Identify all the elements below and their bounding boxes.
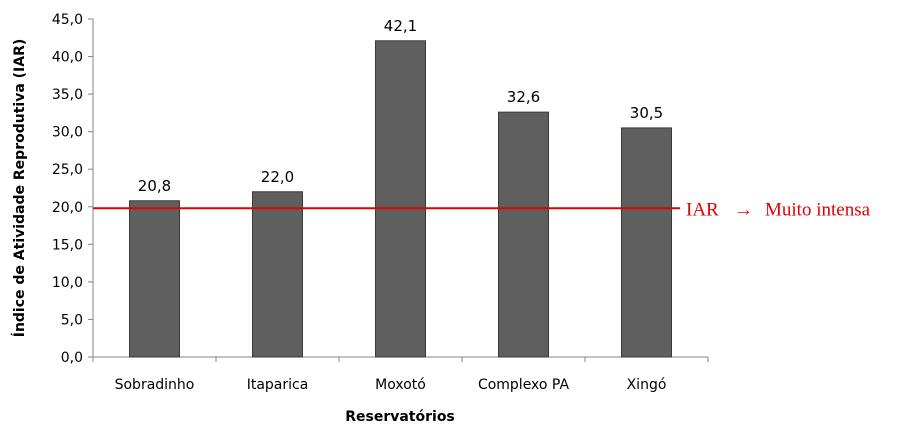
y-tick-label: 25,0 xyxy=(52,162,83,178)
y-tick-label: 30,0 xyxy=(52,125,83,141)
y-tick-label: 40,0 xyxy=(52,50,83,66)
reference-label-prefix: IAR xyxy=(686,199,719,220)
x-ticks: Sobradinho Itaparica Moxotó Complexo PA Xing… xyxy=(92,357,709,393)
bar xyxy=(621,127,672,358)
data-label: 42,1 xyxy=(384,17,417,35)
y-tick-label: 45,0 xyxy=(52,12,83,28)
y-tick-label: 15,0 xyxy=(52,237,83,253)
bars xyxy=(129,40,672,358)
x-category-label: Sobradinho xyxy=(115,377,195,393)
y-tick-label: 20,0 xyxy=(52,200,83,216)
data-label: 30,5 xyxy=(630,104,663,122)
y-axis-title: Índice de Atividade Reprodutiva (IAR) xyxy=(11,39,28,338)
bar xyxy=(252,191,303,358)
arrow-icon: → xyxy=(734,199,753,220)
bar xyxy=(375,40,426,358)
x-category-label: Itaparica xyxy=(247,377,309,393)
y-tick-label: 10,0 xyxy=(52,275,83,291)
data-labels: 20,8 22,0 42,1 32,6 30,5 xyxy=(138,17,663,195)
data-label: 22,0 xyxy=(261,168,294,186)
y-tick-label: 35,0 xyxy=(52,87,83,103)
x-category-label: Xingó xyxy=(627,377,667,393)
x-category-label: Complexo PA xyxy=(478,377,570,393)
y-tick-label: 0,0 xyxy=(61,350,83,366)
y-ticks: 0,0 5,0 10,0 15,0 20,0 25,0 30,0 35,0 40,0 45,0 xyxy=(52,12,93,366)
bar xyxy=(498,111,549,358)
bar xyxy=(129,200,180,358)
data-label: 20,8 xyxy=(138,177,171,195)
x-category-label: Moxotó xyxy=(375,377,426,393)
reference-line-group: IAR → Muito intensa xyxy=(93,199,871,220)
y-tick-label: 5,0 xyxy=(61,312,83,328)
reference-label-suffix: Muito intensa xyxy=(765,199,871,220)
data-label: 32,6 xyxy=(507,88,540,106)
x-axis-title: Reservatórios xyxy=(345,409,455,425)
